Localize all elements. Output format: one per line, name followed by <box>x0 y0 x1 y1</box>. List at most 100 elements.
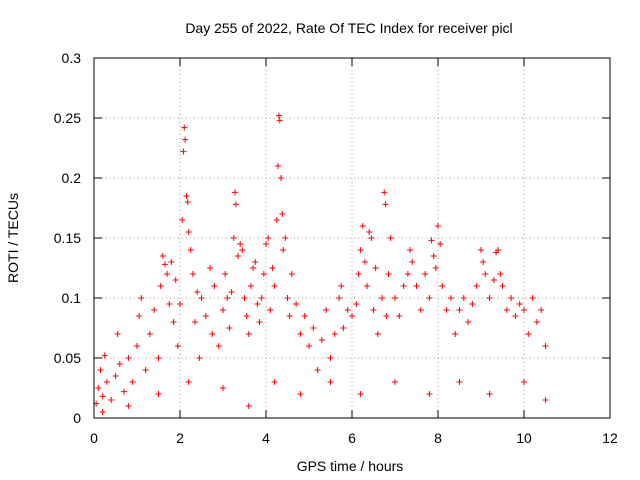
data-point <box>400 283 407 289</box>
data-point <box>306 343 312 349</box>
y-tick-label: 0.25 <box>54 110 81 126</box>
data-point <box>207 265 214 271</box>
data-point <box>273 217 280 223</box>
data-point <box>327 355 334 361</box>
data-point <box>138 295 145 301</box>
y-axis-label: ROTI / TECUs <box>5 193 21 283</box>
data-point <box>196 355 203 361</box>
data-point <box>456 307 463 313</box>
data-point <box>349 313 355 319</box>
data-point <box>254 301 261 307</box>
chart-title: Day 255 of 2022, Rate Of TEC Index for r… <box>185 20 512 36</box>
data-point <box>396 313 403 319</box>
data-point <box>121 388 128 395</box>
data-point <box>314 367 321 373</box>
data-point <box>198 295 205 301</box>
data-point <box>263 241 269 247</box>
y-tick-label: 0.1 <box>62 290 82 306</box>
data-point <box>136 313 143 319</box>
data-point <box>252 259 259 265</box>
data-point <box>353 301 360 307</box>
data-point <box>230 235 237 241</box>
data-point <box>161 261 168 268</box>
data-point <box>338 283 345 289</box>
data-point <box>276 117 283 124</box>
data-point <box>95 385 102 391</box>
plot-frame <box>93 57 611 419</box>
data-point <box>239 247 246 253</box>
data-point <box>318 337 325 343</box>
data-point <box>499 283 506 289</box>
x-tick-label: 8 <box>434 430 442 446</box>
x-tick-label: 2 <box>176 430 184 446</box>
data-point <box>164 271 171 277</box>
data-point <box>422 271 429 277</box>
data-point <box>465 319 472 325</box>
data-point <box>443 307 450 313</box>
y-tick-label: 0.05 <box>54 350 81 366</box>
data-point <box>256 319 263 325</box>
data-point <box>404 271 411 277</box>
data-point <box>146 331 153 337</box>
data-point <box>430 253 437 259</box>
data-point <box>361 259 368 265</box>
data-point <box>482 271 489 277</box>
data-point <box>495 247 502 253</box>
data-point <box>525 331 532 337</box>
data-point <box>250 265 257 271</box>
data-point <box>336 295 343 301</box>
data-point <box>355 271 362 277</box>
data-point <box>129 379 136 385</box>
data-point <box>284 295 291 301</box>
data-point <box>417 307 424 313</box>
data-point <box>381 189 388 196</box>
data-point <box>235 253 242 259</box>
data-point <box>486 391 493 397</box>
data-point <box>542 343 549 349</box>
data-point <box>286 313 293 319</box>
data-point <box>157 283 164 289</box>
data-point <box>99 393 106 400</box>
data-point <box>269 265 276 271</box>
data-point <box>177 301 183 307</box>
data-point <box>447 295 454 301</box>
data-point <box>478 247 484 253</box>
data-point <box>385 271 392 277</box>
data-point <box>271 283 278 289</box>
data-point <box>220 307 226 313</box>
data-point <box>497 271 504 277</box>
data-point <box>183 193 190 199</box>
data-point <box>172 277 179 283</box>
x-axis: 0 2 4 6 8 10 12 <box>90 58 618 446</box>
data-point <box>245 403 252 409</box>
data-point <box>370 307 377 313</box>
x-axis-label: GPS time / hours <box>297 458 404 474</box>
data-point <box>112 373 119 379</box>
data-point <box>280 247 287 253</box>
data-point <box>490 277 497 283</box>
data-point <box>228 289 235 295</box>
data-point <box>180 148 187 155</box>
data-point <box>185 379 192 385</box>
x-tick-label: 10 <box>516 430 532 446</box>
data-point <box>426 391 433 397</box>
data-point <box>323 307 330 313</box>
data-point <box>480 259 487 265</box>
data-point <box>374 331 381 337</box>
data-point <box>297 391 304 397</box>
y-tick-label: 0.2 <box>62 170 82 186</box>
data-point <box>426 295 433 301</box>
data-points <box>93 112 549 415</box>
grid-lines <box>94 58 610 418</box>
data-point <box>293 301 300 307</box>
data-point <box>372 265 379 271</box>
data-point <box>192 319 199 325</box>
data-point <box>432 265 439 271</box>
data-point <box>134 343 140 349</box>
data-point <box>460 295 467 301</box>
data-point <box>260 271 267 277</box>
data-point <box>189 271 196 277</box>
data-point <box>232 189 239 196</box>
data-point <box>344 307 351 313</box>
data-point <box>108 397 115 403</box>
